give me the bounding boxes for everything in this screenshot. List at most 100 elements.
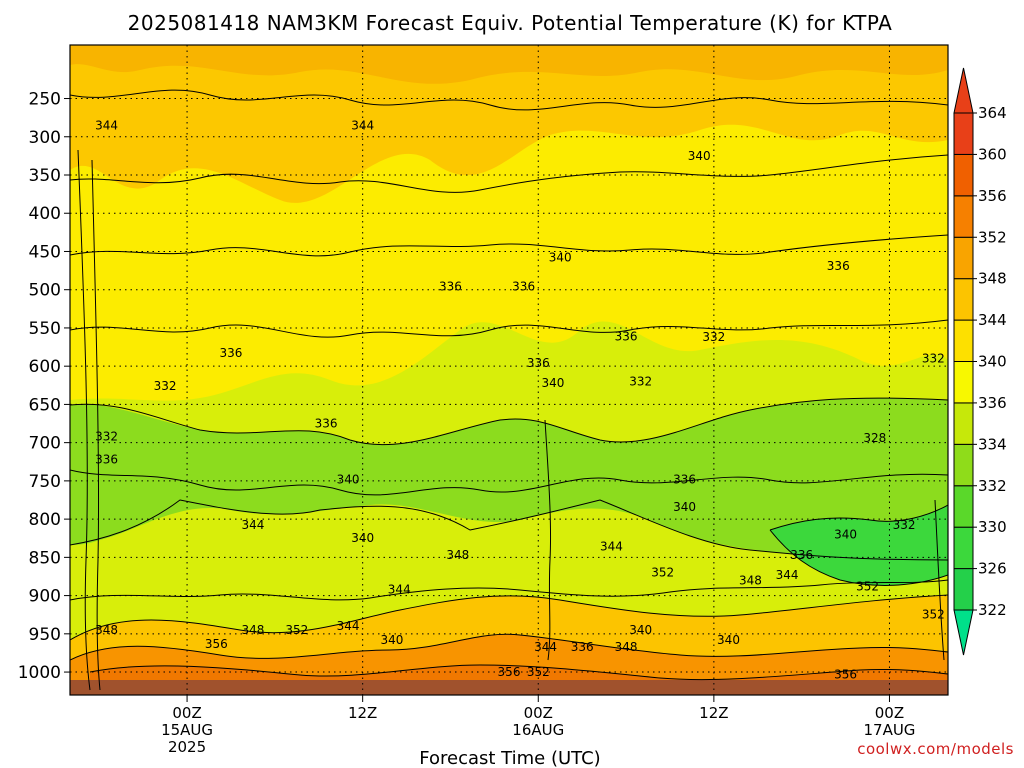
- contour-label: 340: [629, 623, 652, 637]
- contour-label: 336: [95, 452, 118, 466]
- contour-label: 336: [527, 356, 550, 370]
- x-tick-label: 00Z: [172, 704, 201, 722]
- colorbar-label: 352: [978, 228, 1007, 246]
- x-tick-label: 15AUG: [161, 721, 213, 739]
- x-tick-label: 2025: [168, 738, 206, 756]
- colorbar-label: 332: [978, 477, 1007, 495]
- contour-label: 356: [498, 665, 521, 679]
- y-tick-label: 850: [29, 548, 61, 568]
- contour-lines: [70, 89, 948, 691]
- x-tick-label: 17AUG: [863, 721, 915, 739]
- contour-line: [89, 664, 948, 681]
- ground-strip: [70, 680, 948, 695]
- contour-labels: 344 344 340 340 336 336 336 336 336 332 332 336 340 3…: [95, 118, 945, 681]
- contour-label: 348: [95, 623, 118, 637]
- colorbar: 322 326 330 332 334 336 340 344 348 352 356 360 364: [953, 67, 1007, 656]
- y-tick-label: 1000: [18, 663, 61, 683]
- contour-label: 344: [534, 640, 557, 654]
- plot-frame: [69, 44, 949, 696]
- contour-line: [934, 499, 945, 661]
- contour-label: 332: [629, 374, 652, 388]
- contour-label: 340: [688, 149, 711, 163]
- contour-label: 344: [776, 568, 799, 582]
- contour-label: 336: [439, 280, 462, 294]
- contour-label: 352: [285, 623, 308, 637]
- contour-line: [769, 529, 948, 586]
- contour-label: 332: [893, 518, 916, 532]
- contour-label: 348: [446, 548, 469, 562]
- contour-label: 340: [549, 251, 572, 265]
- contour-label: 336: [615, 329, 638, 343]
- contour-label: 340: [673, 500, 696, 514]
- contour-label: 352: [651, 566, 674, 580]
- y-tick-label: 650: [29, 395, 61, 415]
- contour-line: [70, 594, 948, 641]
- contour-label: 352: [527, 665, 550, 679]
- colorbar-segment: [953, 443, 974, 487]
- colorbar-label: 360: [978, 145, 1007, 163]
- grid-lines: [70, 45, 948, 695]
- contour-label: 344: [337, 619, 360, 633]
- y-tick-label: 550: [29, 319, 61, 339]
- contour-line: [70, 319, 948, 338]
- colorbar-segment: [953, 278, 974, 321]
- y-axis: 250 300 350 400 450 500 550 600 650 700 750 800 850 9…: [18, 90, 70, 683]
- y-tick-label: 900: [29, 587, 61, 607]
- x-tick-label: 12Z: [348, 704, 377, 722]
- contour-label: 352: [922, 608, 945, 622]
- plot-area: 344 344 340 340 336 336 336 336 336 332 332 336 340 3…: [70, 45, 948, 695]
- contour-label: 340: [541, 376, 564, 390]
- colorbar-segment: [953, 609, 974, 656]
- colorbar-segment: [953, 153, 974, 197]
- colorbar-label: 326: [978, 560, 1007, 578]
- x-tick-label: 12Z: [699, 704, 728, 722]
- colorbar-label: 322: [978, 601, 1007, 619]
- contour-line: [70, 89, 948, 111]
- contour-label: 352: [856, 579, 879, 593]
- contour-line: [70, 397, 948, 446]
- contour-label: 332: [922, 352, 945, 366]
- y-tick-label: 750: [29, 472, 61, 492]
- colorbar-label: 334: [978, 435, 1007, 453]
- contour-label: 332: [154, 379, 177, 393]
- y-tick-label: 350: [29, 166, 61, 186]
- x-tick-label: 00Z: [875, 704, 904, 722]
- colorbar-segment: [953, 67, 974, 114]
- y-tick-label: 700: [29, 434, 61, 454]
- contour-label: 348: [739, 573, 762, 587]
- y-tick-label: 400: [29, 204, 61, 224]
- x-tick-label: 00Z: [524, 704, 553, 722]
- y-tick-label: 600: [29, 357, 61, 377]
- colorbar-label: 344: [978, 311, 1007, 329]
- credit-text: coolwx.com/models: [857, 740, 1014, 758]
- colorbar-label: 330: [978, 518, 1007, 536]
- contour-label: 336: [571, 640, 594, 654]
- contour-label: 348: [615, 640, 638, 654]
- contour-label: 340: [337, 472, 360, 486]
- contour-label: 336: [512, 280, 535, 294]
- colorbar-label: 364: [978, 104, 1007, 122]
- colorbar-segment: [953, 402, 974, 445]
- y-tick-label: 500: [29, 281, 61, 301]
- contour-line: [70, 469, 948, 496]
- colorbar-segment: [953, 361, 974, 404]
- colorbar-segment: [953, 195, 974, 238]
- colorbar-segment: [953, 112, 974, 155]
- band-green: [70, 398, 948, 569]
- contour-line: [70, 154, 948, 193]
- contour-label: 344: [600, 540, 623, 554]
- contour-label: 356: [205, 637, 228, 651]
- y-tick-label: 950: [29, 625, 61, 645]
- x-axis-label: Forecast Time (UTC): [419, 748, 600, 768]
- band-top-strip: [70, 45, 948, 84]
- contour-label: 348: [241, 623, 264, 637]
- y-tick-label: 800: [29, 510, 61, 530]
- chart-title: 2025081418 NAM3KM Forecast Equiv. Potent…: [128, 11, 893, 35]
- colorbar-label: 340: [978, 353, 1007, 371]
- contour-line: [70, 234, 948, 257]
- band-upper-orange: [70, 45, 948, 203]
- contour-line: [544, 419, 552, 661]
- contour-line: [70, 579, 948, 601]
- contour-label: 344: [351, 118, 374, 132]
